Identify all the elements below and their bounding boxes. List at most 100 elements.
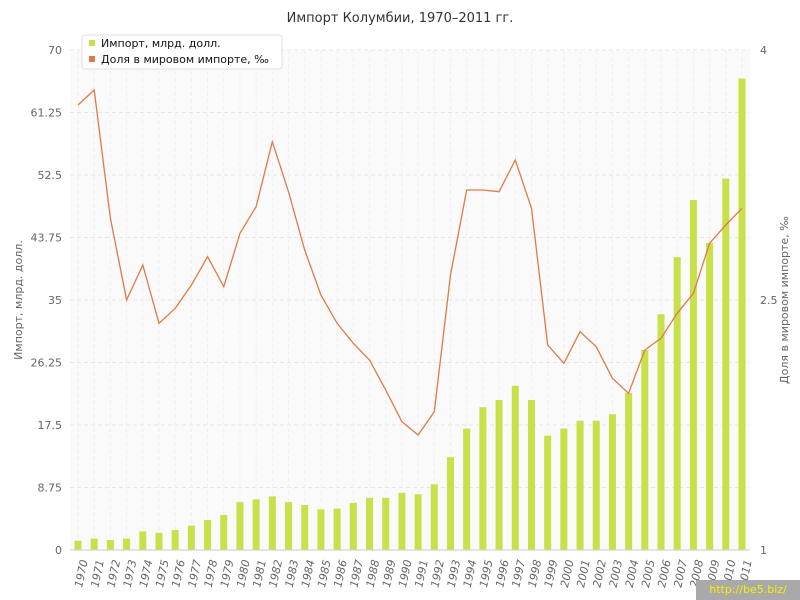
y-tick-label-left: 8.75 [38, 482, 63, 495]
x-tick-label: 1999 [542, 559, 561, 589]
bar[interactable] [479, 407, 487, 550]
x-tick-label: 1993 [445, 559, 464, 589]
bar[interactable] [414, 494, 422, 550]
x-tick-label: 2004 [623, 559, 642, 589]
x-tick-label: 1994 [461, 559, 480, 589]
y-tick-label-left: 26.25 [31, 357, 63, 370]
legend-label-share: Доля в мировом импорте, ‰ [101, 53, 269, 66]
bar[interactable] [511, 385, 519, 550]
bar[interactable] [738, 78, 746, 551]
x-tick-label: 1986 [331, 559, 350, 589]
bar[interactable] [333, 508, 341, 550]
y-tick-label-right: 1 [760, 544, 767, 557]
bar[interactable] [641, 350, 649, 550]
x-tick-label: 1996 [493, 559, 512, 589]
bar[interactable] [446, 457, 454, 550]
x-tick-label: 1980 [234, 559, 253, 589]
bar[interactable] [366, 497, 374, 550]
x-tick-label: 1971 [88, 559, 107, 589]
legend[interactable]: Импорт, млрд. долл. Доля в мировом импор… [81, 34, 283, 70]
bars [74, 78, 746, 551]
x-axis-ticks: 1970197119721973197419751976197719781979… [72, 559, 755, 589]
bar[interactable] [236, 502, 244, 550]
y-tick-label-left: 70 [48, 44, 62, 57]
x-tick-label: 1992 [429, 559, 448, 589]
x-tick-label: 1984 [299, 559, 318, 589]
watermark-link[interactable]: http://be5.biz/ [696, 580, 800, 600]
y-axis-right-ticks: 12.54 [760, 44, 778, 557]
x-tick-label: 1973 [121, 559, 140, 589]
x-tick-label: 2006 [655, 559, 674, 589]
bar[interactable] [171, 530, 179, 550]
bar[interactable] [560, 428, 568, 550]
bar[interactable] [592, 420, 600, 550]
bar[interactable] [657, 314, 665, 550]
chart-title: Импорт Колумбии, 1970–2011 гг. [287, 11, 514, 26]
bar[interactable] [544, 435, 552, 550]
bar[interactable] [187, 525, 195, 550]
x-tick-label: 1978 [202, 559, 221, 589]
y-tick-label-left: 35 [48, 294, 62, 307]
bar[interactable] [706, 242, 714, 550]
legend-label-import: Импорт, млрд. долл. [101, 37, 221, 50]
bar[interactable] [204, 520, 212, 550]
bar[interactable] [398, 492, 406, 550]
bar[interactable] [285, 502, 293, 550]
bar[interactable] [463, 428, 471, 550]
bar[interactable] [722, 178, 730, 551]
x-tick-label: 1974 [137, 559, 156, 589]
y-axis-right-label: Доля в мировом импорте, ‰ [778, 216, 791, 384]
bar[interactable] [90, 538, 98, 550]
x-tick-label: 1987 [348, 559, 367, 589]
bar[interactable] [625, 392, 633, 550]
bar[interactable] [495, 400, 503, 550]
x-tick-label: 1977 [186, 559, 205, 589]
bar[interactable] [123, 538, 131, 550]
x-tick-label: 1976 [169, 559, 188, 589]
x-tick-label: 2005 [639, 559, 658, 589]
x-tick-label: 2001 [574, 559, 593, 589]
legend-swatch-share [89, 56, 95, 62]
bar[interactable] [74, 540, 82, 550]
x-tick-label: 2002 [590, 559, 609, 589]
x-tick-label: 1981 [250, 559, 269, 589]
bar[interactable] [317, 509, 325, 550]
x-tick-label: 1998 [526, 559, 545, 589]
x-tick-label: 1995 [477, 559, 496, 589]
bar[interactable] [139, 531, 147, 550]
x-tick-label: 1997 [509, 559, 528, 589]
bar[interactable] [106, 540, 114, 550]
series-line-share [77, 88, 743, 436]
y-tick-label-left: 0 [55, 544, 62, 557]
x-tick-label: 1983 [283, 559, 302, 589]
bar[interactable] [608, 414, 616, 550]
x-tick-label: 1972 [105, 559, 124, 589]
bar[interactable] [527, 400, 535, 550]
y-tick-label-left: 43.75 [31, 232, 63, 245]
bar[interactable] [382, 497, 390, 550]
bar[interactable] [430, 484, 438, 550]
y-tick-label-right: 4 [760, 44, 767, 57]
x-tick-label: 1982 [267, 559, 286, 589]
y-tick-label-left: 61.25 [31, 107, 63, 120]
x-tick-label: 1988 [364, 559, 383, 589]
bar[interactable] [576, 420, 584, 550]
bar[interactable] [268, 496, 276, 550]
x-tick-label: 2003 [607, 559, 626, 589]
bar[interactable] [689, 200, 697, 550]
bar[interactable] [673, 257, 681, 550]
bar[interactable] [301, 505, 309, 550]
bar[interactable] [252, 499, 260, 550]
x-tick-label: 1990 [396, 559, 415, 589]
bar[interactable] [349, 502, 357, 550]
y-axis-left-ticks: 0 8.75 17.5 26.25 35 43.75 52.5 61.25 70 [31, 44, 63, 557]
x-tick-label: 1979 [218, 559, 237, 589]
x-tick-label: 1991 [412, 559, 431, 589]
y-tick-label-left: 52.5 [38, 169, 63, 182]
bar[interactable] [155, 532, 163, 550]
legend-box [81, 34, 283, 70]
x-tick-label: 1985 [315, 559, 334, 589]
x-tick-label: 2000 [558, 559, 577, 589]
bar[interactable] [220, 515, 228, 550]
